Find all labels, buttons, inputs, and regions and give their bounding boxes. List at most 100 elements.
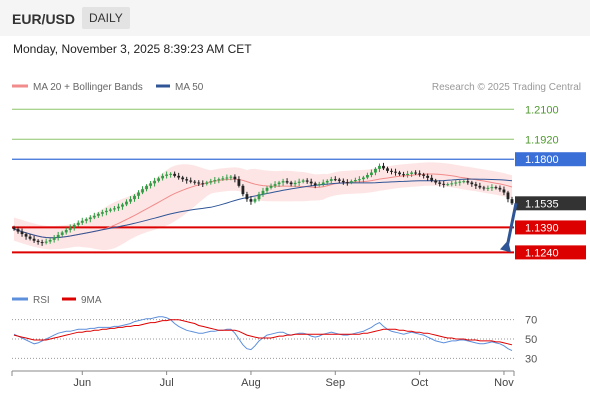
candle-body [181,177,185,180]
candle [357,176,361,183]
candle-body [269,185,273,188]
candle-body [68,227,72,230]
candle [458,180,462,186]
candle-body [145,185,148,190]
candle-body [129,199,132,202]
candle-body [490,187,494,189]
candle [434,178,438,185]
candle [410,170,413,178]
candle-body [434,180,438,183]
candle-body [430,177,434,181]
candle-body [422,174,426,176]
candle-body [108,209,112,211]
candle [438,180,442,187]
candle [96,212,100,218]
candle-body [245,194,249,200]
candle [173,171,177,178]
candle-body [281,181,285,183]
candle-body [313,183,317,186]
candle [80,217,84,225]
candle [382,162,385,171]
candle-body [446,184,450,186]
candle-body [309,181,313,184]
level-1.1920-label: 1.1920 [525,134,559,146]
research-credit: Research © 2025 Trading Central [432,82,581,93]
candle-body [293,182,297,185]
candle [185,176,189,184]
candle [52,235,56,243]
candle-body [169,173,173,175]
candle-body [317,184,321,186]
candle [197,180,201,187]
candle [229,175,233,181]
candle-body [157,178,160,181]
candle [289,180,293,187]
candle-body [398,172,401,175]
datetime-label: Monday, November 3, 2025 8:39:23 AM CET [13,42,252,56]
candle [506,190,510,203]
candle [305,178,309,184]
candle [462,178,466,184]
level-1.1240-tag [515,245,586,260]
candle [201,180,205,188]
candle [273,181,277,189]
candle-body [406,173,409,176]
candle [281,178,285,186]
candle [24,232,28,240]
header-bar: EUR/USD DAILY [0,0,590,36]
candle [121,202,124,210]
x-tick-oct: Oct [411,377,428,389]
candle-body [297,181,301,183]
candle-body [498,187,502,190]
candle [394,168,397,176]
candle [104,207,108,216]
candle-body [121,204,124,207]
candle [277,180,281,187]
candle [402,171,405,178]
candle-body [100,212,104,214]
candle [92,212,96,220]
candle-body [104,210,108,213]
candle-body [474,184,478,186]
candle-body [378,165,381,169]
candle [165,171,169,179]
x-tick-sep: Sep [325,377,345,389]
candle [490,184,494,191]
candle [329,176,333,185]
candle [209,178,213,185]
candle [189,177,193,184]
candle [390,168,393,175]
candle-body [185,179,189,181]
candle-body [510,199,514,204]
candle-body [265,187,269,191]
candle [450,181,454,187]
candle [141,186,144,195]
candle-body [450,183,454,185]
candle-body [56,234,60,238]
candle [301,178,305,184]
candle [68,224,72,233]
rsi-9ma-line [13,319,513,346]
candle-body [44,241,48,243]
candle-body [84,219,88,221]
candle-body [470,182,474,185]
candle-body [213,180,217,182]
candle [309,178,313,187]
candle-body [353,180,357,182]
candle-body [137,192,140,196]
candle [430,174,434,183]
candle [217,177,221,184]
candle [177,172,181,180]
candle [470,180,474,187]
candle-body [301,180,305,182]
candle [64,227,68,235]
period-button[interactable]: DAILY [82,7,130,29]
level-1.1390-label: 1.1390 [525,222,559,234]
candle-body [225,177,229,179]
candle [153,177,156,187]
candle-body [382,165,385,169]
candle [253,197,257,204]
candle-body [462,181,466,183]
